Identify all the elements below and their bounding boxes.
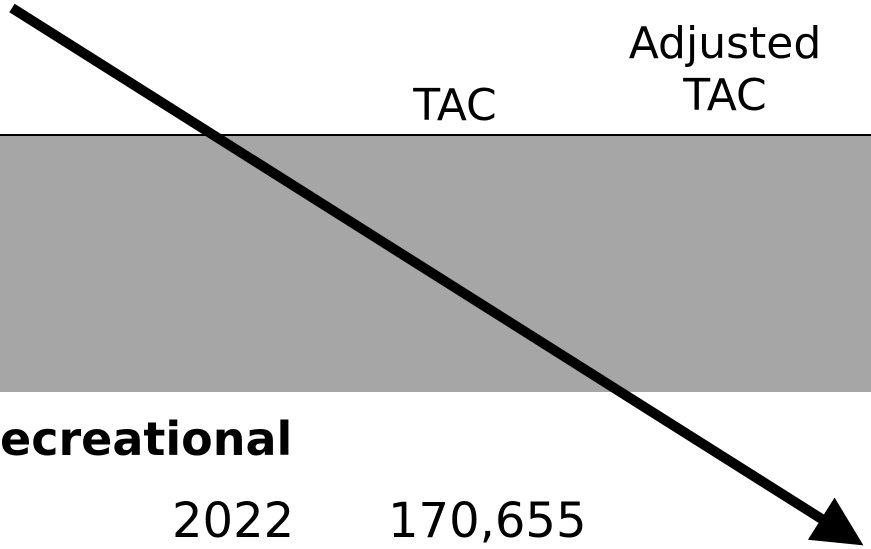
header-rule [0, 134, 871, 136]
column-header-adjusted-line1: Adjusted [628, 18, 822, 69]
column-header-adjusted-tac: Adjusted TAC [610, 18, 840, 122]
diagonal-arrow-icon [9, 3, 864, 546]
section-label-recreational: ecreational [0, 412, 293, 466]
column-header-adjusted-line2: TAC [683, 70, 767, 121]
row-tac-cell: 170,655 [388, 493, 587, 549]
gray-highlight-band [0, 136, 871, 392]
row-year-cell: 2022 [172, 493, 295, 549]
column-header-tac: TAC [390, 80, 520, 132]
column-header-tac-label: TAC [413, 80, 497, 131]
